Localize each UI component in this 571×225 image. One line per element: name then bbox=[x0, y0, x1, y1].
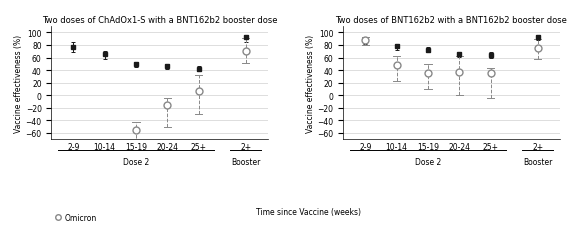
Text: Dose 2: Dose 2 bbox=[415, 158, 441, 166]
Y-axis label: Vaccine effectiveness (%): Vaccine effectiveness (%) bbox=[14, 34, 23, 132]
Title: Two doses of ChAdOx1-S with a BNT162b2 booster dose: Two doses of ChAdOx1-S with a BNT162b2 b… bbox=[42, 16, 278, 25]
Y-axis label: Vaccine effectiveness (%): Vaccine effectiveness (%) bbox=[305, 34, 315, 132]
Text: Time since Vaccine (weeks): Time since Vaccine (weeks) bbox=[256, 207, 361, 216]
Text: Booster: Booster bbox=[231, 158, 260, 166]
Text: Booster: Booster bbox=[523, 158, 552, 166]
Legend: Omicron, Delta: Omicron, Delta bbox=[55, 213, 96, 225]
Text: Dose 2: Dose 2 bbox=[123, 158, 149, 166]
Title: Two doses of BNT162b2 with a BNT162b2 booster dose: Two doses of BNT162b2 with a BNT162b2 bo… bbox=[336, 16, 568, 25]
